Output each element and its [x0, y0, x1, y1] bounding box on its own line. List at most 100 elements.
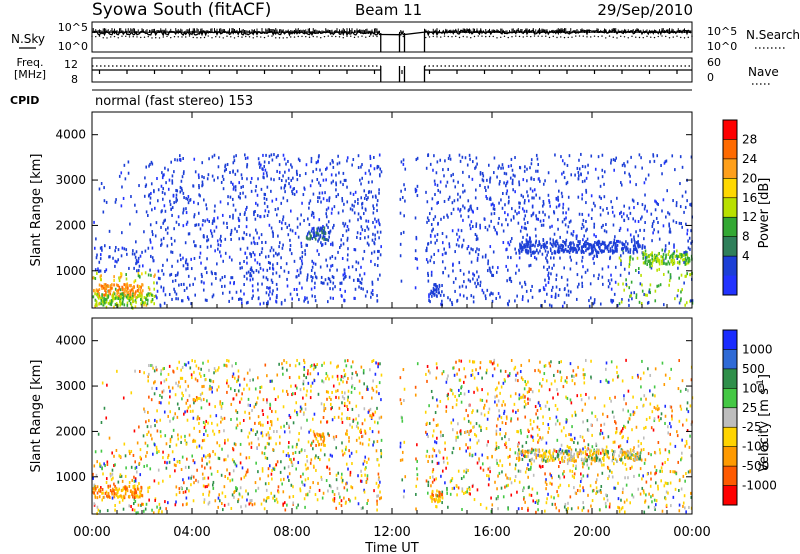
- data-cell: [689, 273, 691, 277]
- data-cell: [175, 297, 177, 301]
- data-cell: [644, 204, 647, 208]
- data-cell: [249, 268, 252, 272]
- data-cell: [172, 279, 174, 283]
- data-cell: [441, 284, 443, 288]
- data-cell: [428, 455, 431, 459]
- data-cell: [116, 292, 118, 296]
- data-cell: [491, 273, 494, 277]
- data-cell: [342, 273, 345, 277]
- data-cell: [582, 225, 585, 229]
- data-cell: [674, 297, 676, 301]
- data-cell: [186, 220, 189, 224]
- data-cell: [204, 219, 206, 223]
- data-cell: [570, 401, 573, 405]
- data-cell: [518, 183, 521, 187]
- data-cell: [507, 201, 510, 205]
- data-cell: [611, 470, 613, 474]
- data-cell: [434, 288, 436, 292]
- data-cell: [249, 378, 251, 382]
- data-cell: [521, 246, 523, 250]
- data-cell: [539, 370, 541, 374]
- data-cell: [686, 232, 689, 236]
- data-cell: [586, 237, 589, 241]
- data-cell: [565, 182, 568, 186]
- data-cell: [202, 219, 204, 223]
- data-cell: [595, 486, 598, 490]
- data-cell: [175, 464, 177, 468]
- data-cell: [336, 486, 339, 490]
- data-cell: [226, 381, 228, 385]
- data-cell: [256, 446, 258, 450]
- data-cell: [619, 254, 622, 258]
- data-cell: [346, 156, 349, 160]
- data-cell: [376, 499, 378, 503]
- data-cell: [534, 241, 537, 245]
- data-cell: [524, 470, 527, 474]
- data-cell: [353, 248, 356, 252]
- data-cell: [327, 300, 329, 304]
- data-cell: [316, 363, 319, 367]
- data-cell: [203, 476, 206, 480]
- data-cell: [289, 363, 291, 367]
- data-cell: [132, 453, 135, 457]
- data-cell: [96, 303, 98, 307]
- data-cell: [498, 201, 500, 205]
- data-cell: [594, 414, 597, 418]
- data-cell: [539, 219, 542, 223]
- data-cell: [401, 478, 404, 482]
- data-cell: [561, 304, 564, 308]
- data-cell: [658, 407, 660, 411]
- nsearch-point: [357, 36, 359, 38]
- data-cell: [436, 285, 438, 289]
- data-cell: [121, 285, 123, 289]
- data-cell: [367, 498, 369, 502]
- data-cell: [349, 191, 352, 195]
- nsearch-point: [278, 37, 281, 39]
- data-cell: [317, 199, 319, 203]
- data-cell: [268, 293, 270, 297]
- data-cell: [378, 416, 381, 420]
- data-cell: [360, 196, 363, 200]
- data-cell: [532, 473, 535, 477]
- data-cell: [656, 268, 658, 272]
- data-cell: [307, 237, 309, 241]
- data-cell: [532, 243, 534, 247]
- data-cell: [610, 200, 612, 204]
- data-cell: [159, 430, 162, 434]
- data-cell: [113, 275, 115, 279]
- data-cell: [232, 213, 234, 217]
- data-cell: [661, 257, 664, 261]
- data-cell: [462, 294, 465, 298]
- data-cell: [287, 445, 290, 449]
- data-cell: [247, 492, 249, 496]
- data-cell: [688, 236, 691, 240]
- data-cell: [611, 251, 614, 255]
- data-cell: [212, 486, 215, 490]
- data-cell: [132, 286, 134, 290]
- data-cell: [366, 197, 368, 201]
- data-cell: [345, 178, 347, 182]
- nsearch-point: [331, 35, 333, 38]
- data-cell: [435, 171, 438, 175]
- data-cell: [309, 184, 312, 188]
- data-cell: [490, 219, 492, 223]
- data-cell: [534, 250, 536, 254]
- data-cell: [554, 295, 557, 299]
- data-cell: [550, 243, 553, 247]
- data-cell: [467, 199, 470, 203]
- data-cell: [416, 194, 419, 198]
- data-cell: [609, 469, 611, 473]
- data-cell: [550, 249, 552, 253]
- data-cell: [452, 172, 454, 176]
- data-cell: [173, 415, 175, 419]
- data-cell: [162, 479, 164, 483]
- data-cell: [295, 287, 298, 291]
- data-cell: [289, 228, 292, 232]
- data-cell: [462, 204, 464, 208]
- data-cell: [530, 387, 532, 391]
- nsky-tick-high: 10^5: [58, 21, 88, 34]
- data-cell: [527, 251, 529, 255]
- data-cell: [472, 425, 474, 429]
- data-cell: [237, 195, 240, 199]
